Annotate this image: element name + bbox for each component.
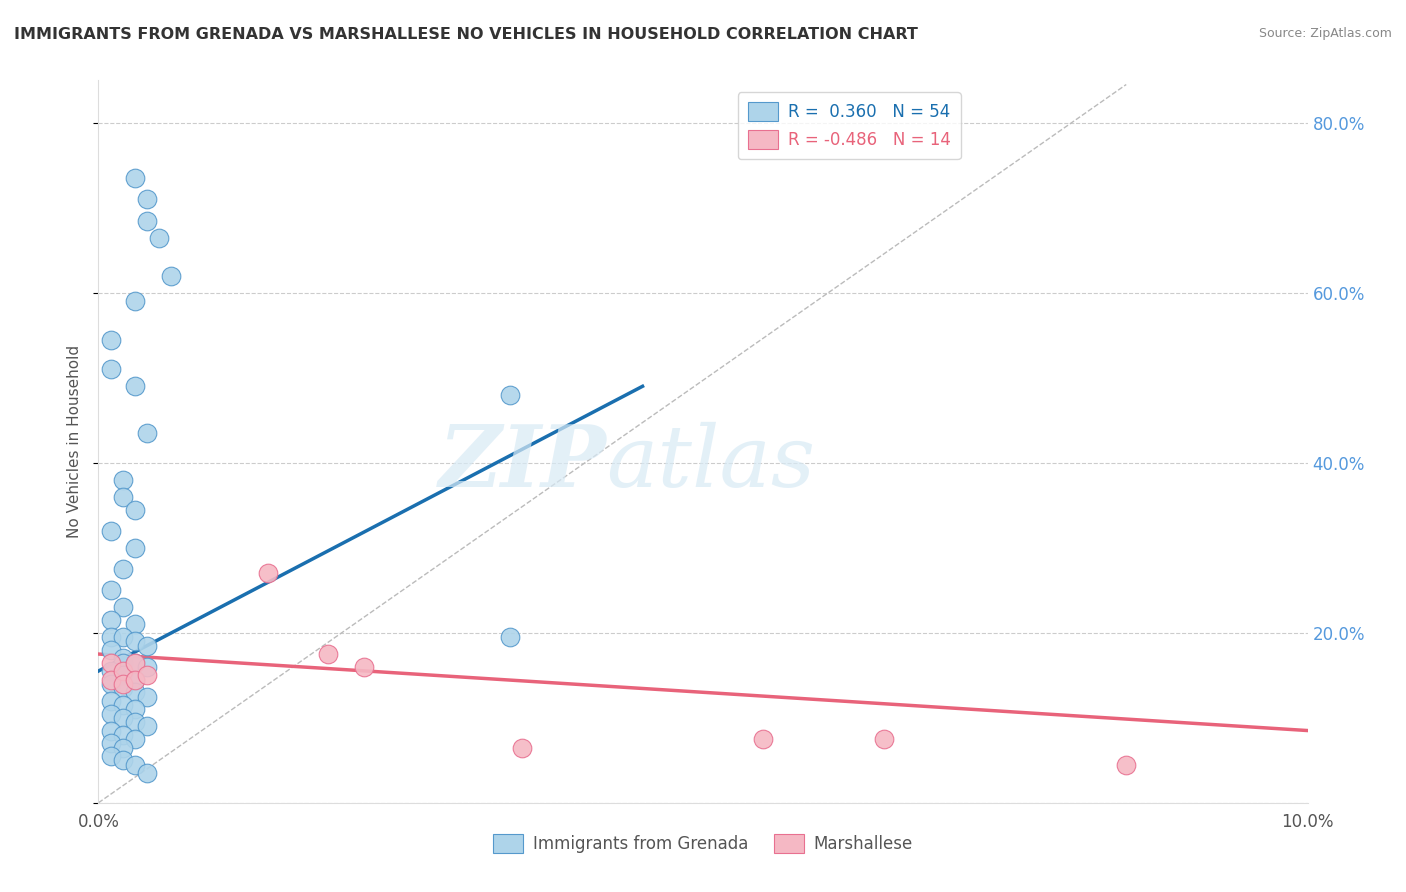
- Point: [100, 630, 122, 644]
- Point: [124, 732, 146, 747]
- Point: [160, 268, 183, 283]
- Point: [100, 333, 122, 347]
- Point: [498, 388, 520, 402]
- Point: [498, 630, 520, 644]
- Point: [111, 562, 134, 576]
- Point: [124, 634, 146, 648]
- Point: [510, 740, 533, 755]
- Point: [111, 740, 134, 755]
- Point: [100, 749, 122, 764]
- Point: [100, 362, 122, 376]
- Text: atlas: atlas: [606, 422, 815, 505]
- Point: [124, 702, 146, 716]
- Text: Source: ZipAtlas.com: Source: ZipAtlas.com: [1258, 27, 1392, 40]
- Point: [135, 639, 157, 653]
- Point: [124, 379, 146, 393]
- Point: [111, 753, 134, 767]
- Point: [353, 660, 375, 674]
- Text: ZIP: ZIP: [439, 421, 606, 505]
- Point: [111, 664, 134, 678]
- Point: [111, 656, 134, 670]
- Point: [135, 425, 157, 440]
- Point: [124, 294, 146, 309]
- Point: [111, 681, 134, 695]
- Point: [111, 490, 134, 504]
- Point: [111, 473, 134, 487]
- Point: [124, 656, 146, 670]
- Point: [124, 617, 146, 632]
- Point: [135, 213, 157, 227]
- Point: [111, 698, 134, 712]
- Point: [100, 677, 122, 691]
- Point: [124, 685, 146, 699]
- Point: [124, 714, 146, 729]
- Point: [873, 732, 896, 747]
- Point: [256, 566, 278, 581]
- Point: [124, 757, 146, 772]
- Legend: Immigrants from Grenada, Marshallese: Immigrants from Grenada, Marshallese: [486, 827, 920, 860]
- Y-axis label: No Vehicles in Household: No Vehicles in Household: [66, 345, 82, 538]
- Point: [135, 668, 157, 682]
- Point: [111, 600, 134, 615]
- Text: IMMIGRANTS FROM GRENADA VS MARSHALLESE NO VEHICLES IN HOUSEHOLD CORRELATION CHAR: IMMIGRANTS FROM GRENADA VS MARSHALLESE N…: [14, 27, 918, 42]
- Point: [100, 673, 122, 687]
- Point: [100, 642, 122, 657]
- Point: [148, 230, 170, 244]
- Point: [111, 668, 134, 682]
- Point: [100, 664, 122, 678]
- Point: [124, 673, 146, 687]
- Point: [124, 541, 146, 555]
- Point: [135, 766, 157, 780]
- Point: [316, 647, 339, 661]
- Point: [100, 583, 122, 598]
- Point: [111, 711, 134, 725]
- Point: [124, 502, 146, 516]
- Point: [124, 656, 146, 670]
- Point: [100, 723, 122, 738]
- Point: [111, 728, 134, 742]
- Point: [100, 613, 122, 627]
- Point: [135, 719, 157, 733]
- Point: [111, 630, 134, 644]
- Point: [135, 660, 157, 674]
- Point: [111, 651, 134, 665]
- Point: [100, 694, 122, 708]
- Point: [135, 192, 157, 206]
- Point: [111, 677, 134, 691]
- Point: [100, 706, 122, 721]
- Point: [100, 736, 122, 750]
- Point: [100, 656, 122, 670]
- Point: [1115, 757, 1137, 772]
- Point: [124, 673, 146, 687]
- Point: [100, 524, 122, 538]
- Point: [752, 732, 775, 747]
- Point: [124, 171, 146, 186]
- Point: [135, 690, 157, 704]
